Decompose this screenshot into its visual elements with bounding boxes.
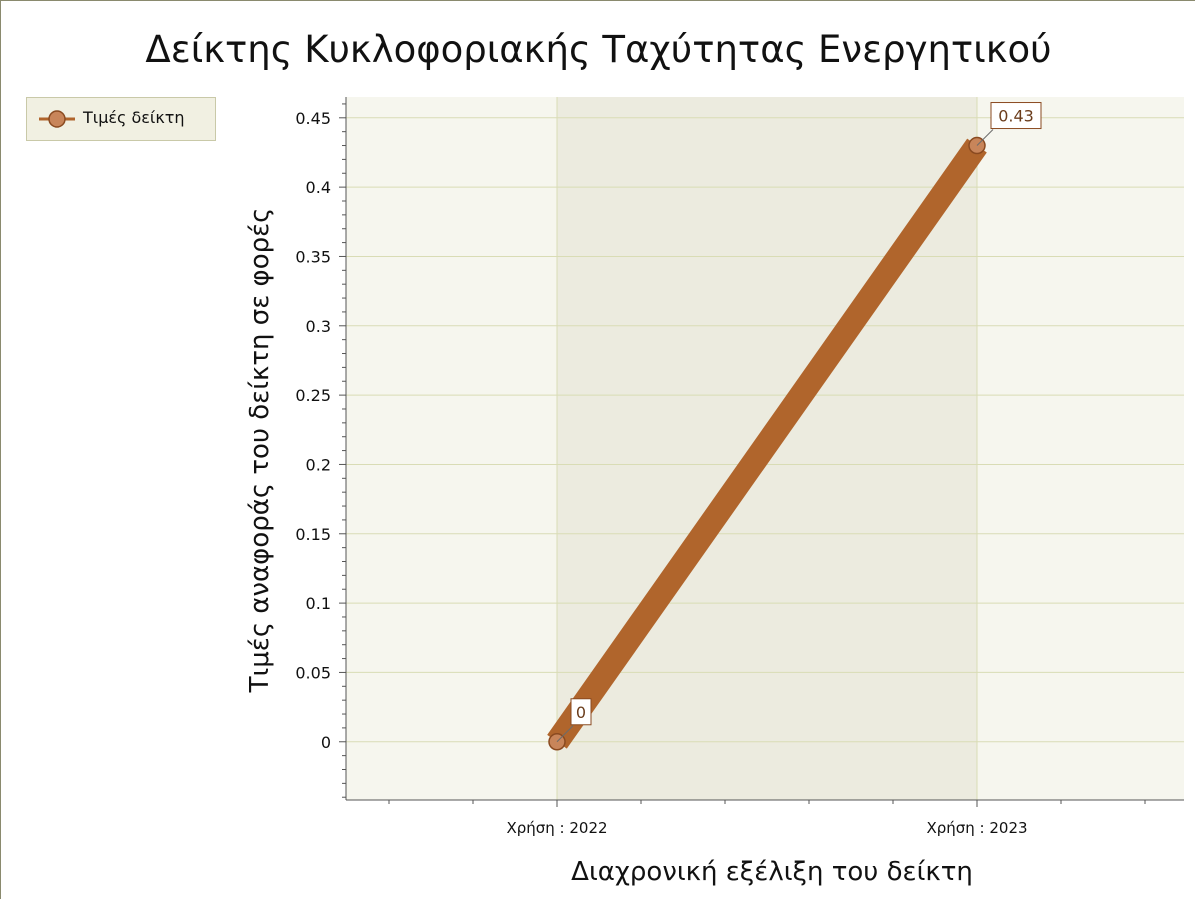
gridlines [346,97,1184,800]
legend[interactable]: Τιμές δείκτη [26,97,216,141]
y-tick-label-8: 0.4 [306,178,331,197]
data-label-box-1 [990,102,1042,130]
x-tick-labels: Χρήση : 2022 Χρήση : 2023 [506,819,1027,837]
legend-label: Τιμές δείκτη [83,108,185,127]
legend-series-marker-icon [39,110,75,128]
x-tick-label-0: Χρήση : 2022 [506,819,607,837]
y-tick-label-3: 0.15 [295,525,331,544]
data-labels: 00.43 [556,102,1042,743]
y-tick-label-0: 0 [321,733,331,752]
y-tick-label-6: 0.3 [306,317,331,336]
axes [339,97,1184,807]
data-label-leader-0 [556,725,574,743]
data-label-1: 0.43 [998,107,1034,126]
x-axis-title: Διαχρονική εξέλιξη του δείκτη [571,857,973,887]
y-tick-label-5: 0.25 [295,386,331,405]
data-label-0: 0 [576,703,586,722]
y-tick-label-2: 0.1 [306,594,331,613]
y-tick-label-1: 0.05 [295,663,331,682]
series-line-0 [547,138,987,749]
data-label-box-0 [570,698,592,726]
series-layer [547,136,987,751]
y-tick-label-7: 0.35 [295,247,331,266]
y-axis-title: Τιμές αναφοράς του δείκτη σε φορές [245,208,275,694]
y-tick-labels: 0 0.05 0.1 0.15 0.2 0.25 0.3 0.35 0.4 0.45 [295,109,331,752]
data-label-leader-1 [976,129,994,146]
y-tick-label-9: 0.45 [295,109,331,128]
x-tick-label-1: Χρήση : 2023 [926,819,1027,837]
y-tick-label-4: 0.2 [306,455,331,474]
chart-title: Δείκτης Κυκλοφοριακής Ταχύτητας Ενεργητι… [145,28,1052,71]
